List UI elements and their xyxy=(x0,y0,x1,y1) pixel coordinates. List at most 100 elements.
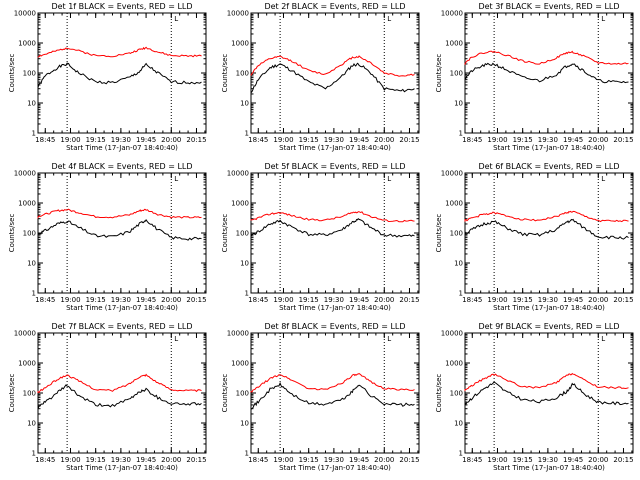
x-tick-label: 20:15 xyxy=(399,456,419,464)
y-tick-label: 100 xyxy=(450,70,463,78)
panel-title: Det 3f BLACK = Events, RED = LLD xyxy=(478,2,619,11)
y-tick-label: 1000 xyxy=(231,40,249,48)
y-tick-label: 100 xyxy=(236,230,249,238)
x-tick-label: 19:45 xyxy=(349,296,369,304)
plot-frame xyxy=(37,332,207,454)
panel: Det 4f BLACK = Events, RED = LLD 1 10 100 10… xyxy=(8,162,207,312)
panel-title: Det 1f BLACK = Events, RED = LLD xyxy=(51,2,192,11)
y-tick-label: 1000 xyxy=(445,200,463,208)
y-axis-label: Counts/sec xyxy=(221,214,229,253)
plot-frame xyxy=(464,172,634,294)
panel-title: Det 7f BLACK = Events, RED = LLD xyxy=(51,322,192,331)
x-tick-label: 19:45 xyxy=(563,296,583,304)
x-tick-label: 19:30 xyxy=(111,456,131,464)
y-tick-label: 10 xyxy=(27,260,36,268)
y-tick-label: 1000 xyxy=(445,40,463,48)
series-lld xyxy=(37,46,202,58)
y-tick-label: 100 xyxy=(23,70,36,78)
y-tick-label: 1 xyxy=(32,450,36,458)
y-tick-label: 1 xyxy=(245,290,249,298)
x-axis-label: Start Time (17-Jan-07 18:40:40) xyxy=(66,464,178,472)
panel: Det 8f BLACK = Events, RED = LLD 1 10 100 10… xyxy=(221,322,420,472)
y-tick-label: 1 xyxy=(245,130,249,138)
series-events xyxy=(250,217,415,239)
y-tick-label: 10000 xyxy=(441,10,463,18)
x-axis-label: Start Time (17-Jan-07 18:40:40) xyxy=(66,304,178,312)
panel: Det 7f BLACK = Events, RED = LLD 1 10 100 10… xyxy=(8,322,207,472)
y-tick-label: 10000 xyxy=(14,10,36,18)
y-tick-label: 100 xyxy=(236,70,249,78)
panel-title: Det 4f BLACK = Events, RED = LLD xyxy=(51,162,192,171)
series-lld xyxy=(37,208,202,219)
y-tick-label: 10 xyxy=(27,100,36,108)
x-tick-label: 19:30 xyxy=(538,296,558,304)
x-tick-label: 18:45 xyxy=(248,136,268,144)
marker-label: L xyxy=(387,15,391,23)
x-tick-label: 19:00 xyxy=(60,456,80,464)
y-tick-label: 10000 xyxy=(227,170,249,178)
x-tick-label: 19:45 xyxy=(349,456,369,464)
y-tick-label: 1 xyxy=(245,450,249,458)
x-tick-label: 18:45 xyxy=(248,456,268,464)
panel: Det 2f BLACK = Events, RED = LLD 1 10 100 10… xyxy=(221,2,420,152)
x-tick-label: 18:45 xyxy=(35,136,55,144)
x-tick-label: 20:15 xyxy=(399,136,419,144)
x-axis-label: Start Time (17-Jan-07 18:40:40) xyxy=(279,144,391,152)
y-tick-label: 1 xyxy=(459,290,463,298)
x-tick-label: 18:45 xyxy=(462,296,482,304)
marker-label: L xyxy=(387,335,391,343)
x-tick-label: 19:45 xyxy=(136,136,156,144)
y-tick-label: 100 xyxy=(450,230,463,238)
panel: Det 5f BLACK = Events, RED = LLD 1 10 100 10… xyxy=(221,162,420,312)
series-lld xyxy=(250,211,415,223)
x-tick-label: 19:30 xyxy=(324,456,344,464)
y-axis-label: Counts/sec xyxy=(8,214,16,253)
series-events xyxy=(250,381,415,410)
x-tick-label: 19:00 xyxy=(487,296,507,304)
y-tick-label: 1 xyxy=(32,290,36,298)
x-tick-label: 18:45 xyxy=(462,136,482,144)
series-events xyxy=(464,381,629,406)
x-tick-label: 19:15 xyxy=(513,456,533,464)
y-tick-label: 10000 xyxy=(441,330,463,338)
x-tick-label: 19:00 xyxy=(487,456,507,464)
x-tick-label: 20:00 xyxy=(161,296,181,304)
x-tick-label: 20:00 xyxy=(588,296,608,304)
x-tick-label: 19:00 xyxy=(487,136,507,144)
y-axis-label: Counts/sec xyxy=(435,214,443,253)
marker-label: L xyxy=(601,15,605,23)
y-axis-label: Counts/sec xyxy=(221,54,229,93)
x-tick-label: 19:15 xyxy=(86,296,106,304)
x-tick-label: 19:15 xyxy=(513,136,533,144)
x-tick-label: 19:15 xyxy=(86,456,106,464)
x-tick-label: 19:30 xyxy=(324,136,344,144)
series-lld xyxy=(250,55,415,77)
x-tick-label: 19:30 xyxy=(111,136,131,144)
x-tick-label: 19:45 xyxy=(349,136,369,144)
y-tick-label: 10000 xyxy=(14,330,36,338)
plot-frame xyxy=(250,172,420,294)
x-tick-label: 19:45 xyxy=(563,136,583,144)
panel-title: Det 6f BLACK = Events, RED = LLD xyxy=(478,162,619,171)
y-tick-label: 1000 xyxy=(18,360,36,368)
x-tick-label: 20:00 xyxy=(588,456,608,464)
y-tick-label: 10000 xyxy=(14,170,36,178)
panel: Det 6f BLACK = Events, RED = LLD 1 10 100 10… xyxy=(435,162,634,312)
panel-title: Det 9f BLACK = Events, RED = LLD xyxy=(478,322,619,331)
x-tick-label: 20:15 xyxy=(613,296,633,304)
y-axis-label: Counts/sec xyxy=(8,54,16,93)
x-axis-label: Start Time (17-Jan-07 18:40:40) xyxy=(493,144,605,152)
x-tick-label: 20:00 xyxy=(374,136,394,144)
x-axis-label: Start Time (17-Jan-07 18:40:40) xyxy=(493,464,605,472)
series-events xyxy=(464,218,629,240)
y-tick-label: 10 xyxy=(27,420,36,428)
y-tick-label: 1000 xyxy=(231,200,249,208)
panel-title: Det 5f BLACK = Events, RED = LLD xyxy=(264,162,405,171)
x-axis-label: Start Time (17-Jan-07 18:40:40) xyxy=(66,144,178,152)
x-tick-label: 18:45 xyxy=(462,456,482,464)
y-tick-label: 1000 xyxy=(231,360,249,368)
plot-frame xyxy=(37,172,207,294)
y-tick-label: 100 xyxy=(23,390,36,398)
series-lld xyxy=(464,372,629,392)
